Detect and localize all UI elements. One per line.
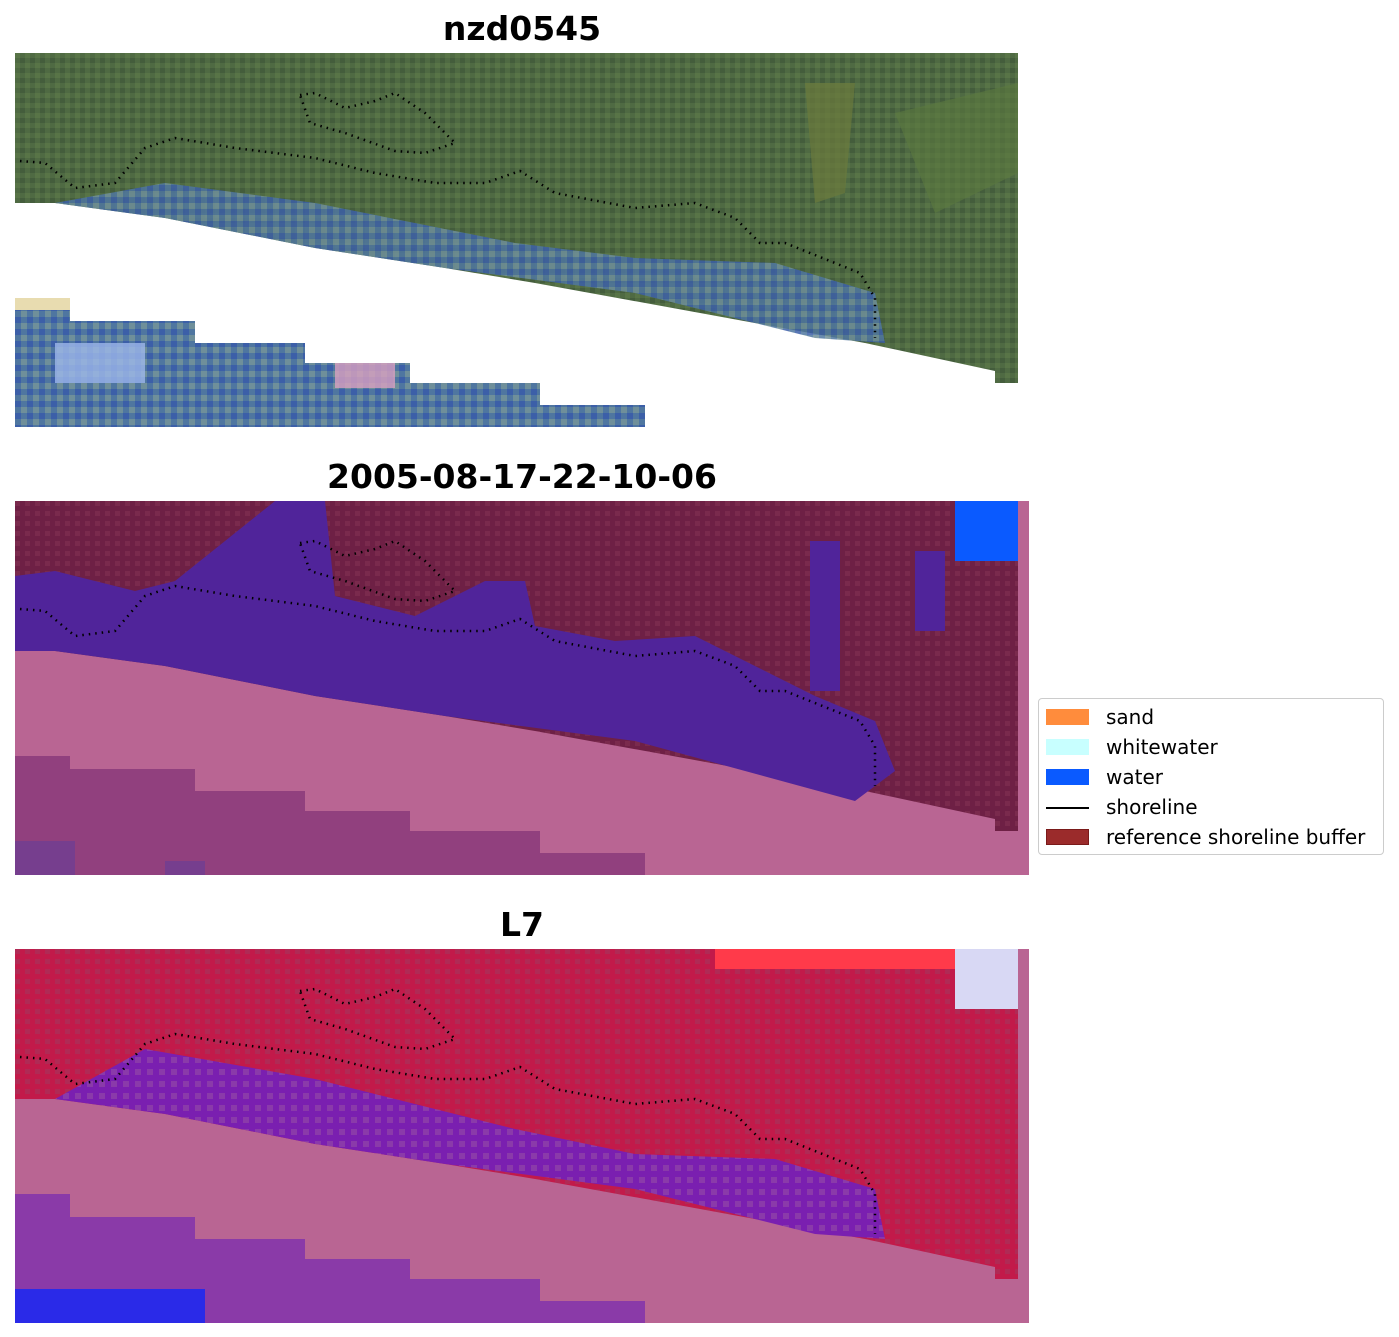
legend-label: water: [1106, 765, 1163, 789]
panel-title-3: L7: [500, 905, 544, 944]
shoreline-path: [19, 136, 877, 338]
legend-label: sand: [1106, 705, 1155, 729]
legend-item-sand: sand: [1046, 703, 1382, 731]
legend: sand whitewater water shoreline referenc…: [1038, 698, 1384, 855]
class-water-blue: [955, 501, 1018, 561]
lower-strip: [15, 298, 645, 427]
index-water: [55, 1049, 885, 1239]
class-water: [15, 501, 895, 801]
legend-item-whitewater: whitewater: [1046, 733, 1382, 761]
panel-title-2: 2005-08-17-22-10-06: [327, 457, 717, 496]
legend-label: whitewater: [1106, 735, 1218, 759]
classification-image: [15, 501, 1029, 875]
legend-label: shoreline: [1106, 795, 1198, 819]
estuary-water: [55, 183, 885, 343]
legend-item-shoreline: shoreline: [1046, 793, 1382, 821]
legend-label: reference shoreline buffer: [1106, 825, 1366, 849]
satellite-rgb-image: [15, 53, 1029, 427]
panel-title-1: nzd0545: [442, 9, 602, 48]
index-image: [15, 949, 1029, 1323]
legend-item-reference-buffer: reference shoreline buffer: [1046, 823, 1382, 851]
legend-item-water: water: [1046, 763, 1382, 791]
